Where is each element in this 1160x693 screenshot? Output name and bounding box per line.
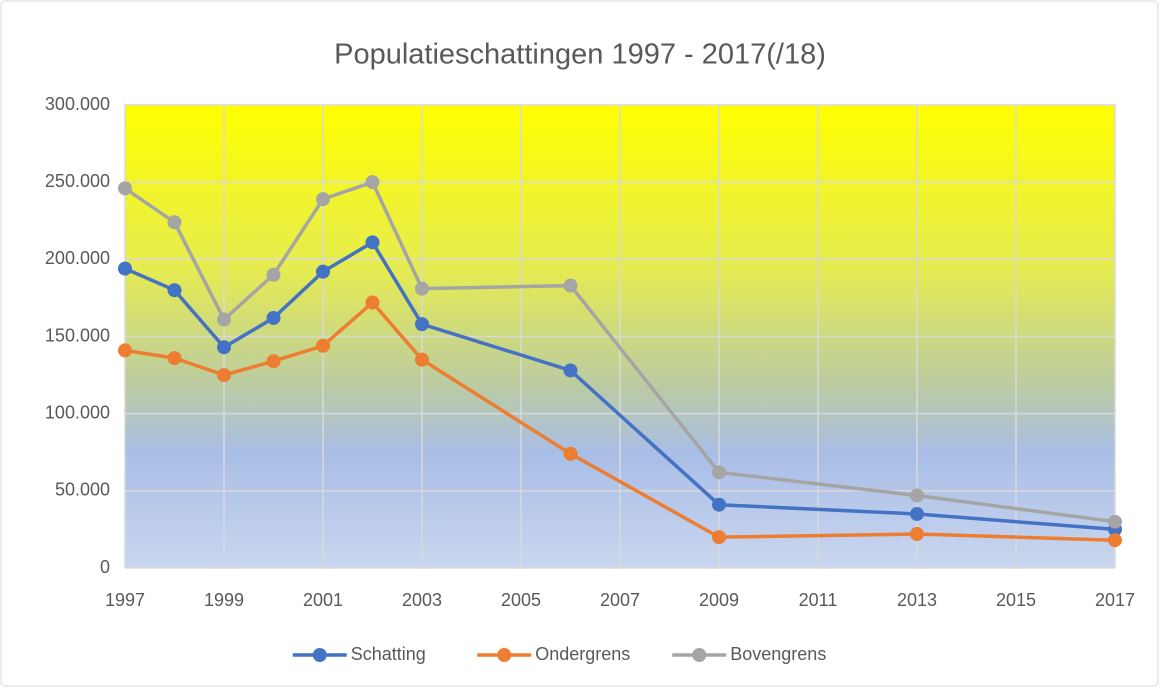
data-point [415,281,429,296]
data-point [910,527,924,542]
data-point [1108,533,1122,548]
x-tick-label: 2007 [600,590,640,610]
legend-label: Schatting [351,644,426,664]
data-point [910,488,924,503]
y-tick-label: 150.000 [45,325,110,345]
legend-label: Bovengrens [730,644,826,664]
data-point [266,310,281,325]
x-tick-label: 2017 [1095,590,1135,610]
x-tick-label: 2013 [897,590,937,610]
y-tick-label: 50.000 [55,480,110,500]
data-point [563,278,578,293]
data-point [563,363,578,378]
x-tick-label: 2011 [799,590,838,610]
y-tick-label: 100.000 [45,402,110,422]
data-point [316,192,330,207]
x-tick-label: 2009 [699,590,739,610]
y-tick-label: 250.000 [45,171,110,191]
data-point [712,465,726,480]
data-point [167,283,182,298]
data-point [118,181,132,196]
x-tick-label: 2005 [501,590,541,610]
data-point [415,317,429,332]
y-tick-label: 0 [100,557,110,577]
legend-marker [312,648,327,662]
data-point [118,261,132,276]
y-tick-label: 300.000 [45,94,110,114]
data-point [167,351,182,366]
data-point [266,354,281,369]
chart-title: Populatieschattingen 1997 - 2017(/18) [334,39,826,71]
data-point [316,264,330,279]
x-tick-label: 1999 [204,590,244,610]
data-point [217,368,231,383]
data-point [415,352,429,367]
data-point [365,235,380,250]
y-tick-label: 200.000 [45,248,110,268]
x-tick-label: 2003 [402,590,442,610]
data-point [1108,514,1122,529]
legend-marker [692,648,707,662]
legend-label: Ondergrens [535,644,630,664]
data-point [712,530,726,545]
data-point [316,338,330,353]
data-point [712,497,726,512]
data-point [365,295,380,310]
data-point [365,175,380,190]
x-tick-label: 1997 [105,590,145,610]
data-point [118,343,132,358]
data-point [217,312,231,327]
data-point [563,446,578,461]
x-tick-label: 2001 [303,590,343,610]
data-point [266,267,281,282]
x-tick-label: 2015 [996,590,1036,610]
legend-marker [497,648,512,662]
data-point [910,506,924,521]
data-point [167,215,182,230]
data-point [217,340,231,355]
